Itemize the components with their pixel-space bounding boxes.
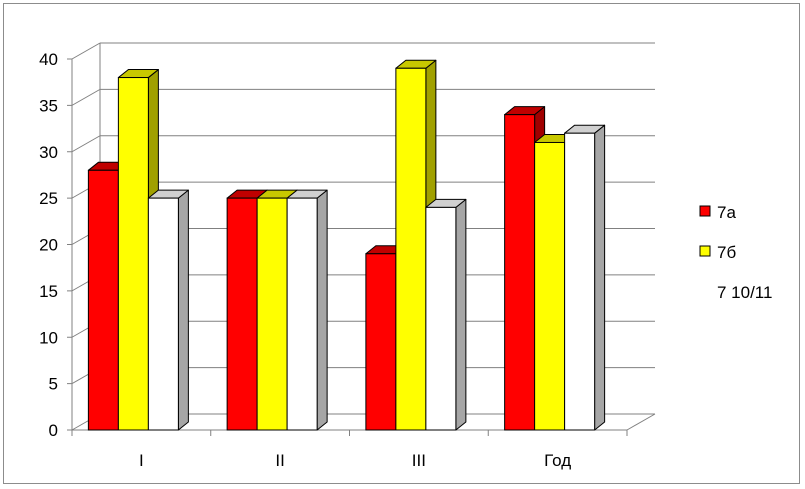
legend-swatch: [699, 245, 711, 257]
bar-front: [504, 114, 536, 431]
bar-front: [365, 253, 397, 431]
bar-front: [564, 132, 596, 431]
gridline-side: [71, 88, 101, 106]
floor-right-edge: [626, 413, 656, 431]
bar-0-2: [147, 189, 189, 431]
legend-entry: 7а: [699, 203, 736, 222]
bar-front: [117, 77, 149, 431]
bar-front: [286, 197, 318, 431]
bar-3-2: [564, 124, 606, 431]
y-tick-label: 15: [39, 282, 58, 301]
legend-swatch: [699, 205, 711, 217]
x-category-label: I: [139, 451, 144, 470]
gridline-side: [71, 42, 101, 60]
bar-front: [256, 197, 288, 431]
y-tick-label: 25: [39, 189, 58, 208]
bar-front: [534, 141, 566, 431]
y-axis-ticks: 0 5 10 15 20 25 30 35 40: [39, 50, 72, 440]
legend-label: 7а: [717, 203, 736, 222]
legend-entry: 7 10/11: [700, 283, 772, 302]
legend-swatch: [700, 286, 710, 296]
bar-front: [226, 197, 258, 431]
legend-entry: 7б: [699, 243, 736, 262]
y-tick-label: 35: [39, 96, 58, 115]
gridline-side: [71, 135, 101, 153]
bar-side: [455, 198, 467, 431]
bar-front: [87, 169, 119, 431]
bar-side: [177, 189, 189, 431]
bar-2-2: [425, 198, 467, 431]
bar-side: [316, 189, 328, 431]
legend-label: 7б: [717, 243, 736, 262]
x-category-label: Год: [544, 451, 571, 470]
bar-front: [147, 197, 179, 431]
bar-side: [594, 124, 606, 431]
x-category-label: III: [412, 451, 426, 470]
bar-1-2: [286, 189, 328, 431]
bars: [87, 59, 606, 431]
bar-front: [425, 206, 457, 431]
legend: 7а 7б 7 10/11: [699, 203, 772, 302]
y-tick-label: 30: [39, 143, 58, 162]
x-category-label: II: [275, 451, 284, 470]
y-tick-label: 10: [39, 328, 58, 347]
bar-front: [395, 67, 427, 431]
legend-label: 7 10/11: [717, 283, 772, 302]
x-axis-labels: I II III Год: [71, 430, 628, 470]
y-tick-label: 20: [39, 236, 58, 255]
y-tick-label: 5: [49, 375, 58, 394]
y-tick-label: 40: [39, 50, 58, 69]
y-tick-label: 0: [49, 421, 58, 440]
